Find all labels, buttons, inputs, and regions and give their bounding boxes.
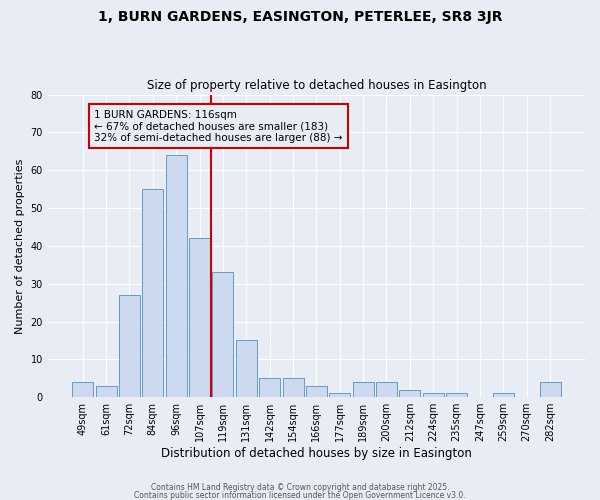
Bar <box>259 378 280 397</box>
Bar <box>236 340 257 397</box>
Bar <box>72 382 93 397</box>
Bar <box>119 295 140 397</box>
Bar <box>306 386 327 397</box>
Bar <box>329 394 350 397</box>
Bar <box>400 390 421 397</box>
Bar <box>539 382 560 397</box>
Bar <box>212 272 233 397</box>
Title: Size of property relative to detached houses in Easington: Size of property relative to detached ho… <box>146 79 486 92</box>
Text: 1 BURN GARDENS: 116sqm
← 67% of detached houses are smaller (183)
32% of semi-de: 1 BURN GARDENS: 116sqm ← 67% of detached… <box>94 110 343 143</box>
Bar <box>353 382 374 397</box>
Bar <box>493 394 514 397</box>
X-axis label: Distribution of detached houses by size in Easington: Distribution of detached houses by size … <box>161 447 472 460</box>
Bar <box>166 155 187 397</box>
Bar <box>189 238 210 397</box>
Bar <box>142 189 163 397</box>
Text: Contains HM Land Registry data © Crown copyright and database right 2025.: Contains HM Land Registry data © Crown c… <box>151 484 449 492</box>
Text: 1, BURN GARDENS, EASINGTON, PETERLEE, SR8 3JR: 1, BURN GARDENS, EASINGTON, PETERLEE, SR… <box>98 10 502 24</box>
Bar <box>283 378 304 397</box>
Bar <box>423 394 444 397</box>
Bar <box>446 394 467 397</box>
Y-axis label: Number of detached properties: Number of detached properties <box>15 158 25 334</box>
Text: Contains public sector information licensed under the Open Government Licence v3: Contains public sector information licen… <box>134 490 466 500</box>
Bar <box>95 386 116 397</box>
Bar <box>376 382 397 397</box>
